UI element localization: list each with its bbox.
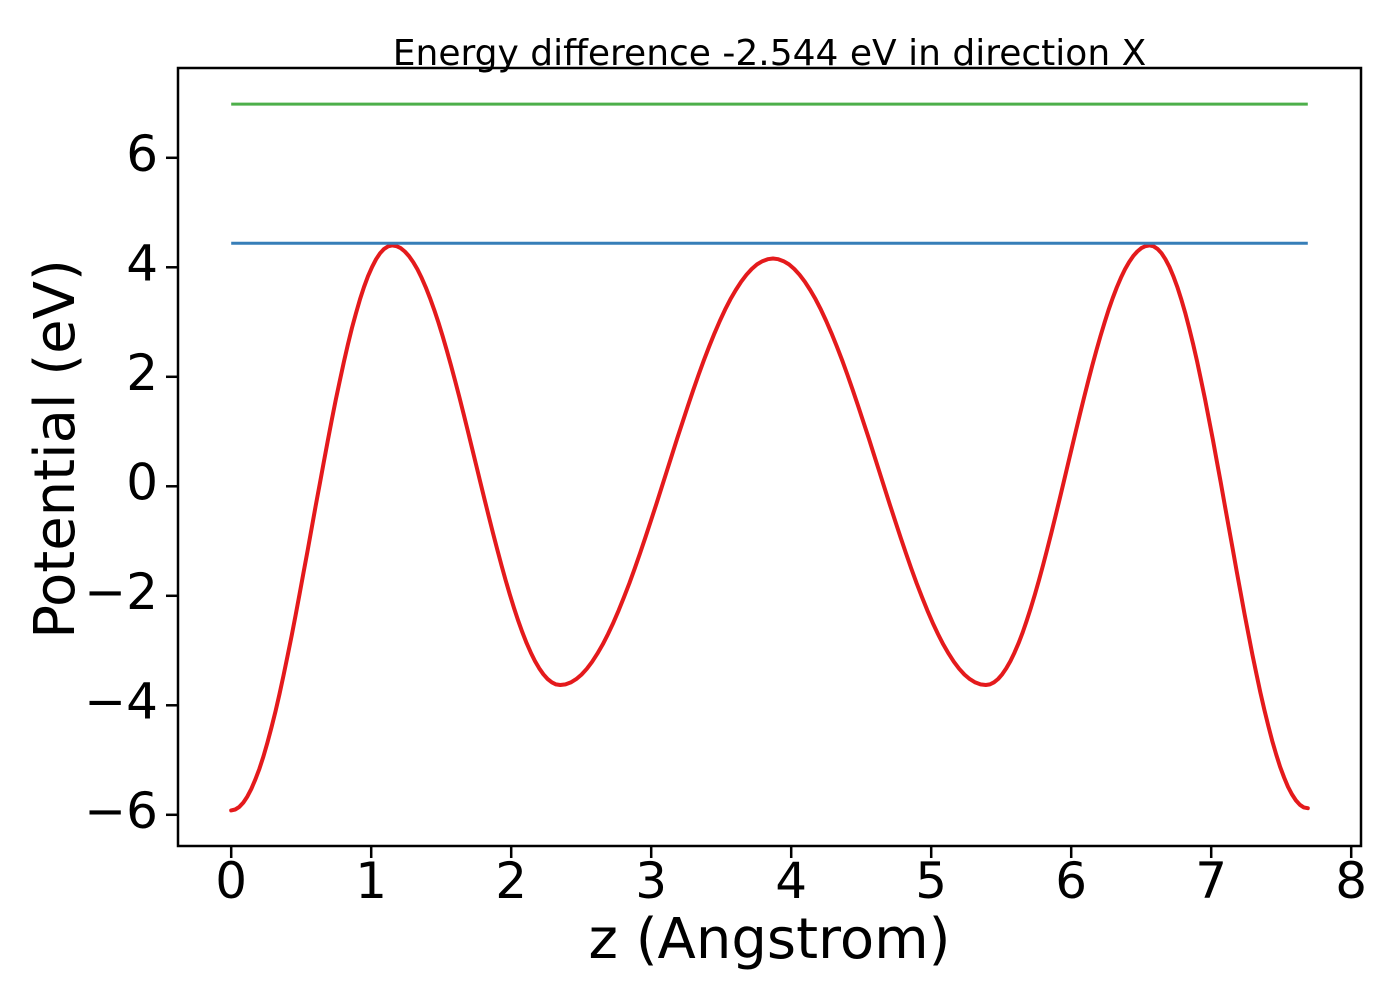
chart-title: Energy difference -2.544 eV in direction… [392, 33, 1147, 74]
x-tick-label: 5 [915, 852, 947, 910]
y-tick-label: 0 [126, 453, 158, 511]
x-tick-label: 6 [1055, 852, 1087, 910]
x-tick-label: 1 [355, 852, 387, 910]
x-tick-label: 4 [775, 852, 807, 910]
y-tick-label: −6 [84, 782, 158, 840]
x-tick-label: 7 [1195, 852, 1227, 910]
y-tick-label: −2 [84, 563, 158, 621]
y-tick-label: −4 [84, 672, 158, 730]
y-tick-label: 2 [126, 344, 158, 402]
planar-average-potential-curve [229, 243, 1310, 813]
y-tick-label: 4 [126, 234, 158, 292]
axes-spines [176, 66, 1363, 848]
x-tick-label: 2 [495, 852, 527, 910]
y-tick-label: 6 [126, 125, 158, 183]
x-axis-label: z (Angstrom) [588, 907, 951, 972]
x-tick-label: 3 [635, 852, 667, 910]
x-tick-label: 0 [215, 852, 247, 910]
x-tick-label: 8 [1335, 852, 1367, 910]
